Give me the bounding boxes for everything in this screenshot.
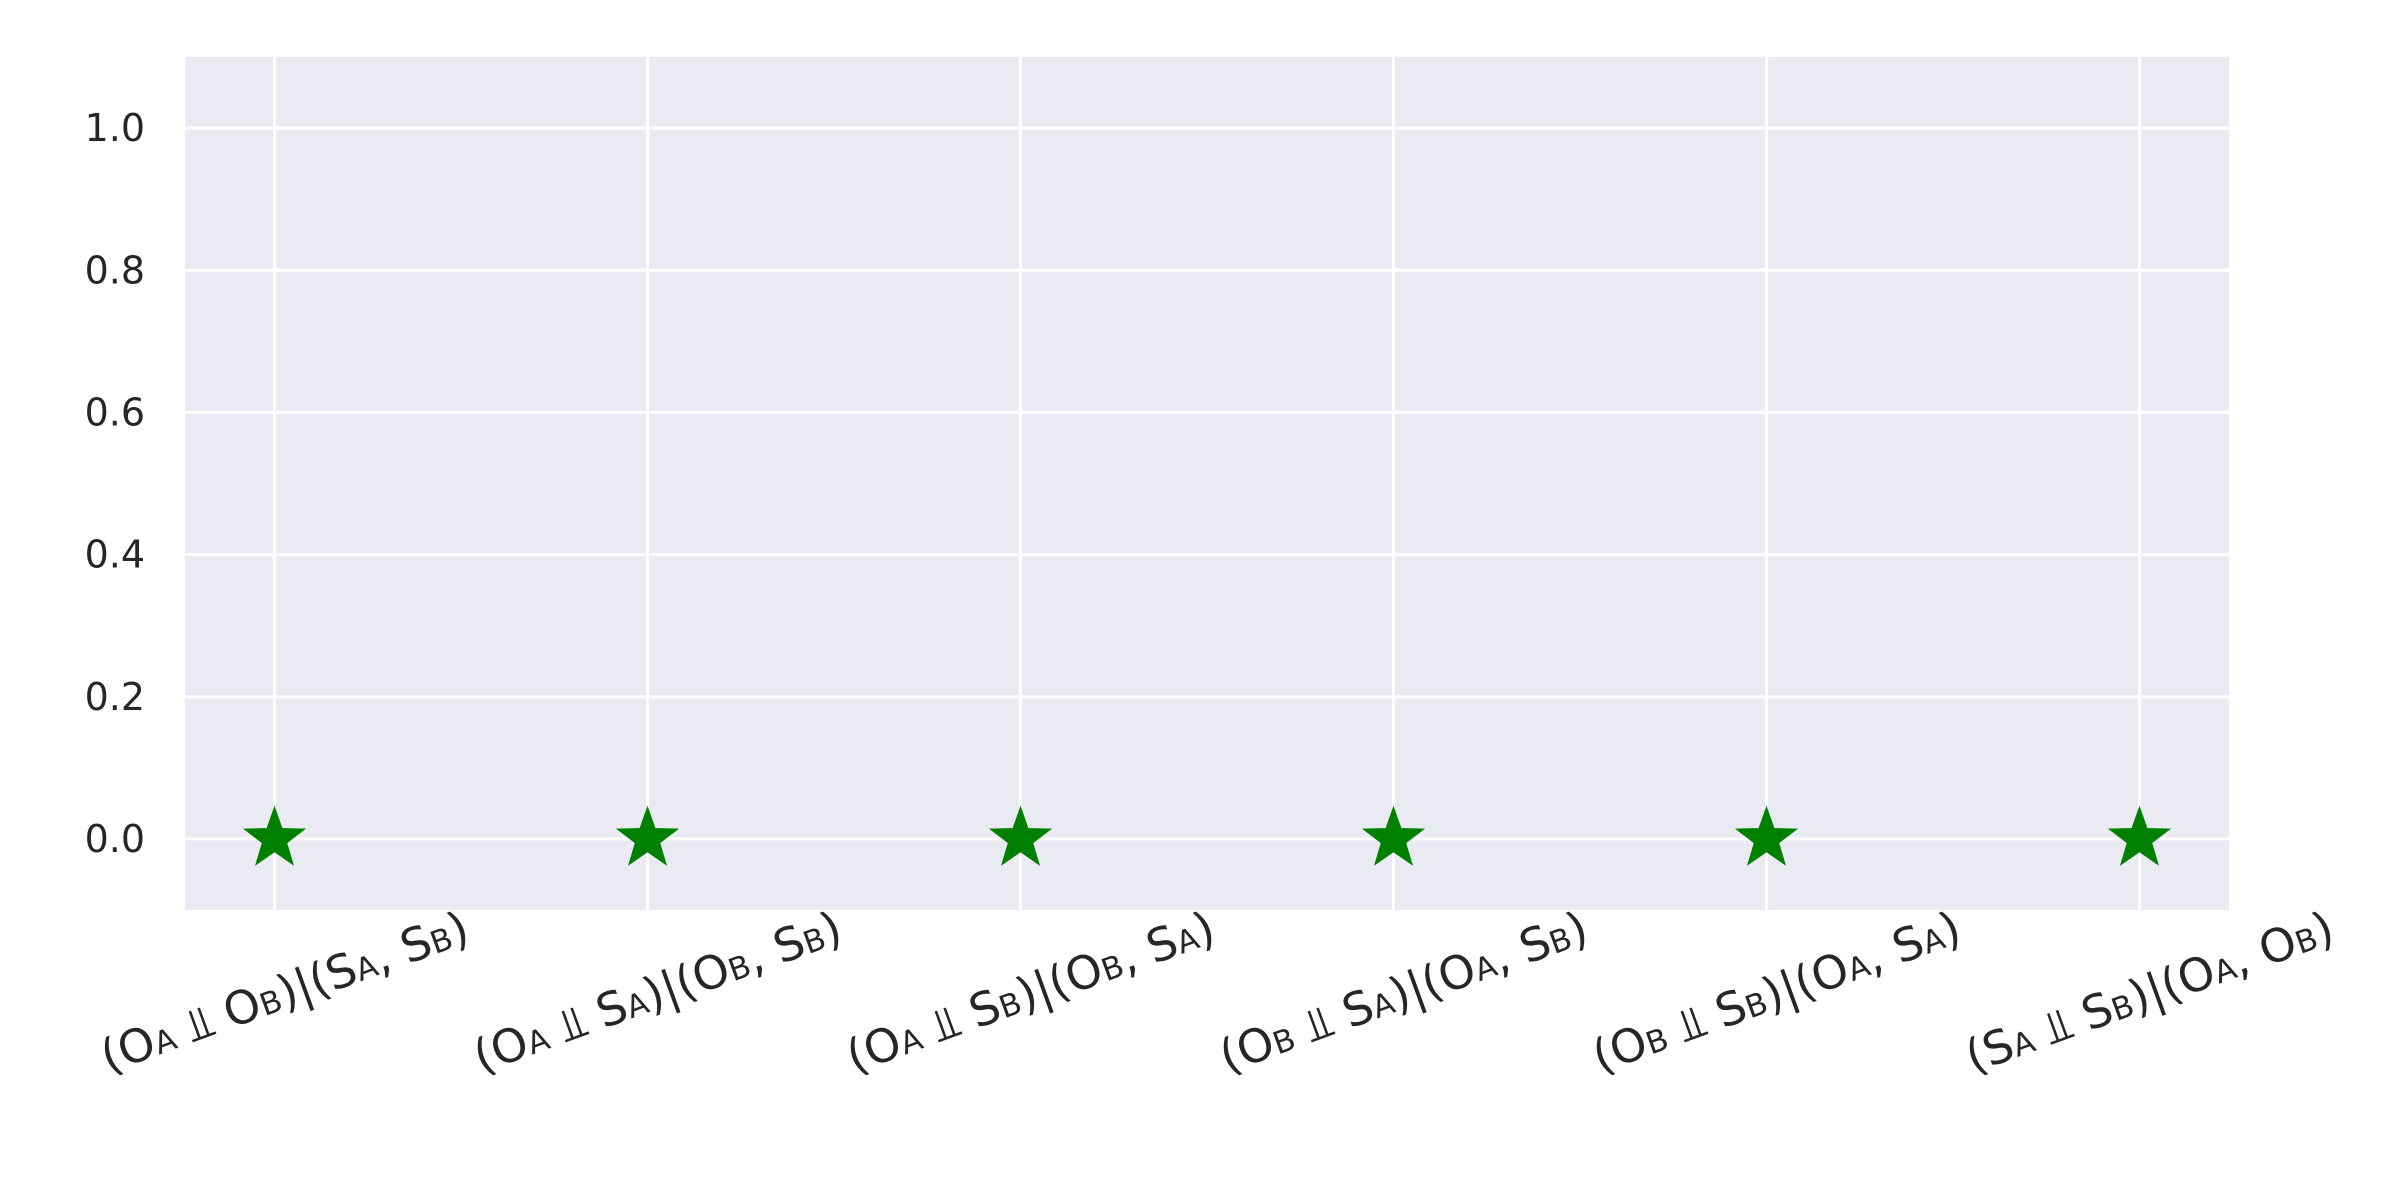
data-point-star [615, 805, 680, 866]
y-tick-label: 0.2 [85, 675, 145, 719]
data-point-star [242, 805, 307, 866]
x-tick-label: (OA ⫫ SA)|(OB, SB) [466, 900, 849, 1084]
grid-lines [185, 57, 2229, 910]
x-tick-label: (OB ⫫ SA)|(OA, SB) [1212, 900, 1595, 1084]
svg-text:(SA ⫫ SB)|(OA, OB): (SA ⫫ SB)|(OA, OB) [1958, 900, 2341, 1084]
data-point-star [2107, 805, 2172, 866]
y-tick-label: 0.0 [85, 817, 145, 861]
y-tick-label: 0.8 [85, 248, 145, 292]
svg-text:(OA ⫫ OB)|(SA, SB): (OA ⫫ OB)|(SA, SB) [93, 900, 476, 1084]
x-axis-ticks: (OA ⫫ OB)|(SA, SB)(OA ⫫ SA)|(OB, SB)(OA … [93, 900, 2341, 1084]
x-tick-label: (OB ⫫ SB)|(OA, SA) [1585, 900, 1968, 1084]
svg-text:(OB ⫫ SA)|(OA, SB): (OB ⫫ SA)|(OA, SB) [1212, 900, 1595, 1084]
y-tick-label: 1.0 [85, 106, 145, 150]
x-tick-label: (OA ⫫ SB)|(OB, SA) [839, 900, 1222, 1084]
data-point-star [1734, 805, 1799, 866]
plot-area [185, 57, 2229, 910]
svg-text:(OA ⫫ SB)|(OB, SA): (OA ⫫ SB)|(OB, SA) [839, 900, 1222, 1084]
data-point-star [988, 805, 1053, 866]
x-tick-label: (SA ⫫ SB)|(OA, OB) [1958, 900, 2341, 1084]
data-point-star [1361, 805, 1426, 866]
svg-text:(OA ⫫ SA)|(OB, SB): (OA ⫫ SA)|(OB, SB) [466, 900, 849, 1084]
y-axis-ticks: 0.0 0.2 0.4 0.6 0.8 1.0 [85, 106, 145, 861]
x-tick-label: (OA ⫫ OB)|(SA, SB) [93, 900, 476, 1084]
y-tick-label: 0.4 [85, 533, 145, 577]
y-tick-label: 0.6 [85, 390, 145, 434]
data-points [242, 805, 2172, 866]
svg-text:(OB ⫫ SB)|(OA, SA): (OB ⫫ SB)|(OA, SA) [1585, 900, 1968, 1084]
